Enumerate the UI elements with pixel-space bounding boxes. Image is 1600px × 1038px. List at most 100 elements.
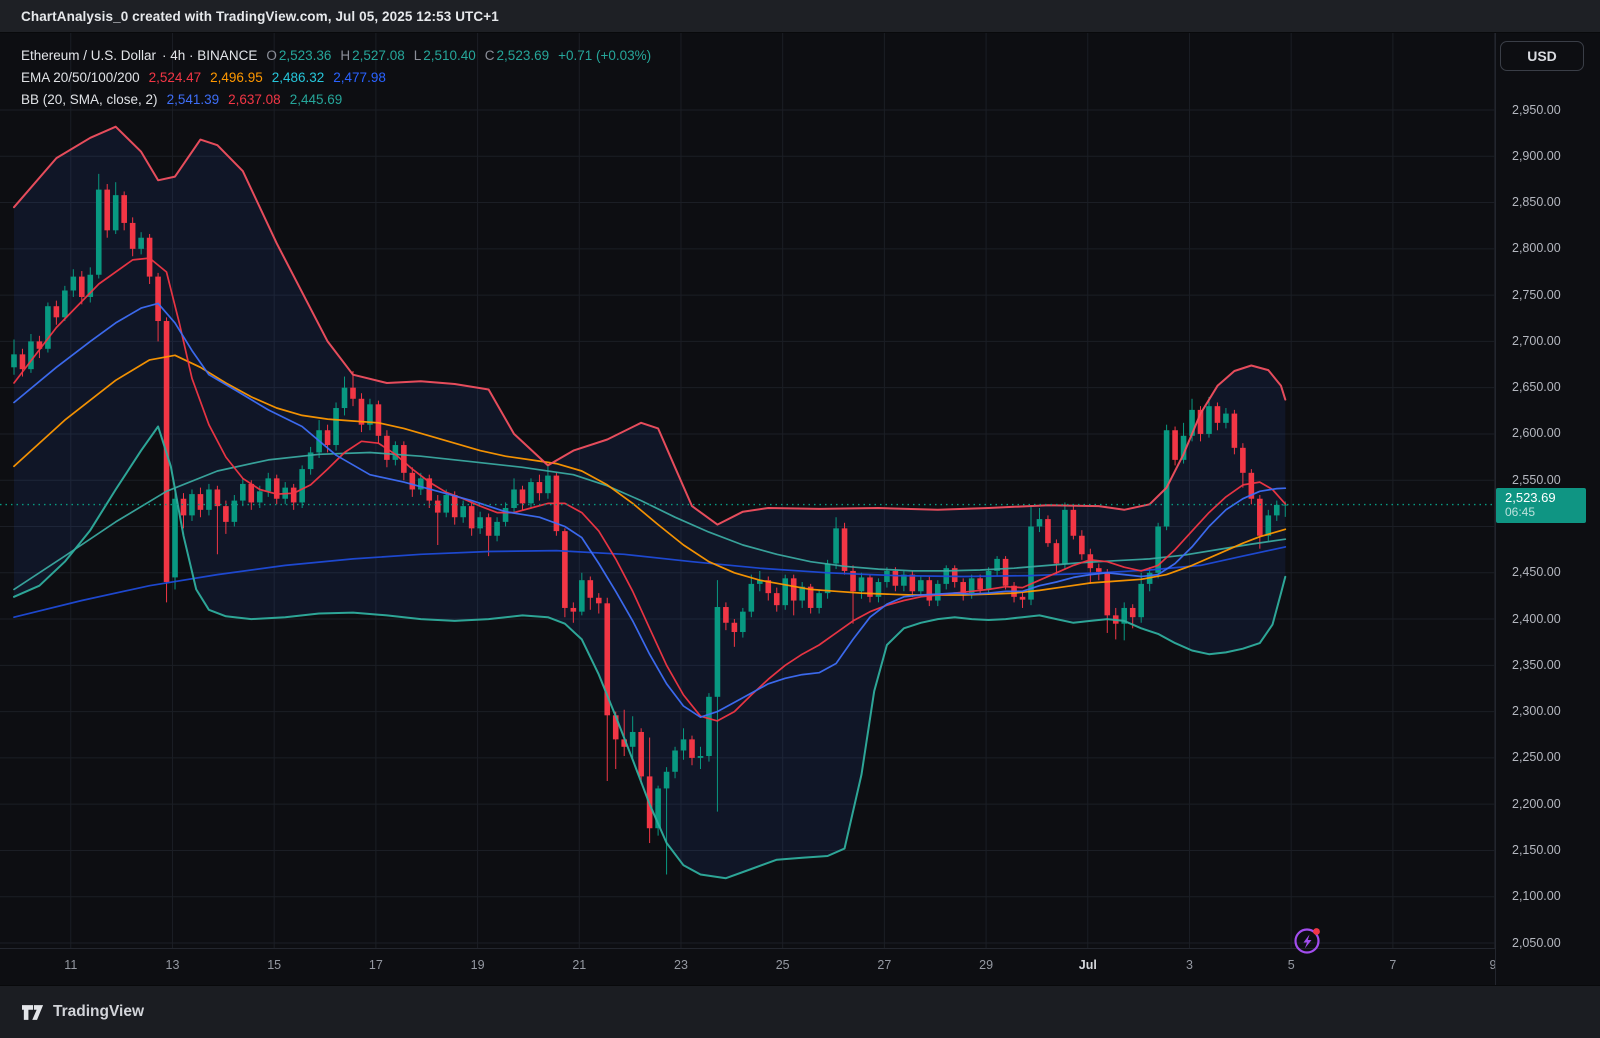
ohlc-low-key: L xyxy=(413,47,422,63)
tradingview-brand-link[interactable]: TradingView xyxy=(22,1003,144,1021)
candle-body xyxy=(138,237,144,249)
candle-body xyxy=(892,570,899,586)
price-tick-label: 2,350.00 xyxy=(1512,657,1561,672)
ema200-line xyxy=(13,546,1287,619)
candle-body xyxy=(290,487,297,503)
time-tick-label: 9 xyxy=(1489,958,1497,972)
candle-body xyxy=(875,582,882,597)
legend-bb-row[interactable]: BB (20, SMA, close, 2) 2,541.39 2,637.08… xyxy=(21,88,651,110)
candle-body xyxy=(223,506,229,522)
time-tick-label: 11 xyxy=(64,958,78,972)
candle-body xyxy=(494,521,500,536)
candle-body xyxy=(757,580,763,584)
bolt-glyph xyxy=(1303,934,1312,949)
symbol-name[interactable]: Ethereum / U.S. Dollar xyxy=(21,47,157,63)
candle-body xyxy=(418,478,424,490)
candle-body xyxy=(460,506,466,518)
plot-area[interactable] xyxy=(0,33,1495,948)
candle-body xyxy=(468,506,475,529)
time-tick-label: 23 xyxy=(674,958,688,972)
bb-band-fill xyxy=(14,126,1286,879)
price-tick-label: 2,850.00 xyxy=(1512,195,1561,210)
candle-body xyxy=(1223,413,1229,423)
candle-body xyxy=(807,586,814,608)
candle-body xyxy=(850,570,856,592)
candle-body xyxy=(443,495,450,513)
time-tick-label: 17 xyxy=(368,958,383,972)
candle-body xyxy=(1028,526,1034,600)
time-tick-label: 15 xyxy=(267,958,282,972)
candle-body xyxy=(1045,519,1051,544)
price-axis[interactable]: USD 2,950.00 2,900.00 2,850.00 2,800.00 2,75… xyxy=(1495,33,1600,985)
bar-countdown: 06:45 xyxy=(1505,504,1536,519)
candle-body xyxy=(604,603,611,716)
candle-body xyxy=(587,580,594,598)
candle-body xyxy=(612,715,619,740)
bottom-toolbar: TradingView xyxy=(0,985,1600,1038)
time-tick-label: 27 xyxy=(877,958,892,972)
bb-indicator-label[interactable]: BB (20, SMA, close, 2) xyxy=(21,91,158,107)
ohlc-high-value: 2,527.08 xyxy=(352,47,405,63)
candle-body xyxy=(180,498,187,516)
candle-body xyxy=(595,597,602,604)
currency-toggle-button[interactable]: USD xyxy=(1500,41,1584,71)
legend-ema-row[interactable]: EMA 20/50/100/200 2,524.47 2,496.95 2,48… xyxy=(21,66,651,88)
time-tick-label: 21 xyxy=(572,958,587,972)
candle-body xyxy=(265,478,272,492)
candle-body xyxy=(629,731,636,747)
candle-body xyxy=(909,574,916,592)
candle-body xyxy=(87,274,94,297)
candle-body xyxy=(392,445,399,460)
candle-body xyxy=(951,568,958,583)
candle-body xyxy=(45,306,51,349)
candle-body xyxy=(1265,515,1272,536)
candle-body xyxy=(790,578,797,601)
candle-body xyxy=(1079,535,1085,555)
candle-body xyxy=(333,408,339,446)
candle-body xyxy=(858,577,865,592)
ema-indicator-label[interactable]: EMA 20/50/100/200 xyxy=(21,69,140,85)
candle-body xyxy=(833,528,839,564)
notification-dot xyxy=(1313,928,1320,935)
candle-body xyxy=(884,570,890,583)
candle-body xyxy=(985,570,992,590)
candle-body xyxy=(341,387,348,409)
price-tick-label: 2,600.00 xyxy=(1512,426,1561,441)
candle-body xyxy=(562,531,568,608)
candle-body xyxy=(434,500,441,513)
candle-body xyxy=(706,696,712,757)
candle-body xyxy=(621,739,627,747)
candle-body xyxy=(367,404,373,425)
candle-body xyxy=(112,195,119,231)
candle-body xyxy=(95,189,102,275)
candle-body xyxy=(350,387,356,399)
candle-body xyxy=(697,756,704,758)
candle-body xyxy=(1104,571,1111,616)
candle-body xyxy=(1172,430,1178,460)
ohlc-low-value: 2,510.40 xyxy=(423,47,476,63)
bb_mid-line xyxy=(13,302,1287,719)
candle-body xyxy=(968,578,975,594)
candle-body xyxy=(53,306,60,318)
time-axis-border xyxy=(0,948,1600,949)
candle-body xyxy=(189,494,195,516)
time-tick-label: 3 xyxy=(1185,958,1193,972)
candle-body xyxy=(689,739,695,758)
bolt-circle xyxy=(1294,928,1320,954)
candle-body xyxy=(62,290,68,318)
price-tick-label: 2,700.00 xyxy=(1512,333,1561,348)
candle-body xyxy=(307,452,314,470)
price-tick-label: 2,250.00 xyxy=(1512,750,1561,765)
candle-body xyxy=(714,607,721,697)
candle-body xyxy=(799,586,805,601)
lightning-alert-icon[interactable] xyxy=(1293,925,1323,955)
candle-body xyxy=(680,739,687,751)
candle-body xyxy=(155,276,161,322)
candle-body xyxy=(485,517,492,536)
candle-body xyxy=(358,398,365,425)
tradingview-logo-icon xyxy=(22,1004,44,1020)
candle-body xyxy=(1036,519,1043,527)
